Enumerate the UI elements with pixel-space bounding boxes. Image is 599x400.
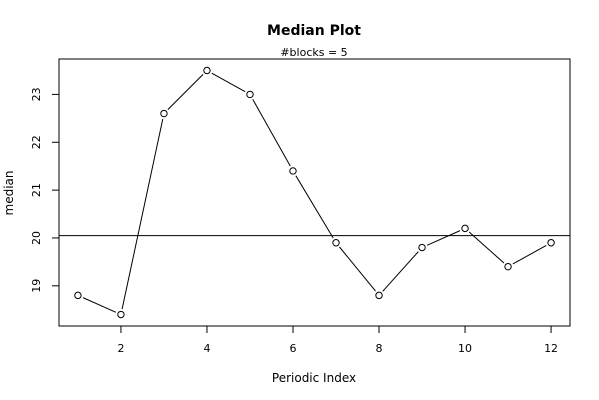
series-line-segment	[252, 98, 291, 167]
data-point	[160, 109, 168, 118]
series-line-segment	[468, 231, 505, 264]
series-line-segment	[167, 74, 204, 111]
series-line-segment	[121, 118, 164, 310]
series-line-segment	[426, 230, 461, 246]
series-layer	[74, 66, 555, 319]
series-line-segment	[211, 72, 246, 93]
data-point	[246, 90, 254, 99]
plot-area-frame	[58, 58, 571, 327]
x-tick-label: 10	[458, 342, 472, 355]
data-point	[289, 167, 297, 175]
y-tick-label: 21	[30, 183, 43, 197]
x-tick-label: 8	[376, 342, 383, 355]
chart-title: Median Plot	[267, 23, 361, 39]
data-point	[375, 291, 383, 300]
data-point	[203, 66, 211, 75]
data-point	[117, 310, 125, 319]
y-tick-label: 23	[30, 87, 43, 101]
y-axis-label: median	[2, 171, 16, 216]
data-point	[74, 291, 82, 300]
chart-subtitle: #blocks = 5	[280, 46, 347, 59]
y-tick-label: 19	[30, 279, 43, 293]
series-line-segment	[339, 246, 376, 292]
x-axis: 2 4 6 8 10 12	[117, 325, 558, 355]
series-line-segment	[295, 175, 334, 239]
y-axis: 19 20 21 22 23	[30, 87, 60, 293]
y-tick-label: 20	[30, 231, 43, 245]
x-axis-label: Periodic Index	[272, 371, 356, 385]
series-line-segment	[82, 297, 117, 313]
data-point	[461, 224, 469, 233]
series-line-segment	[512, 244, 547, 265]
data-point	[547, 239, 555, 247]
y-tick-label: 22	[30, 135, 43, 149]
series-line-segment	[382, 251, 419, 292]
data-point	[418, 243, 426, 252]
x-tick-label: 2	[117, 342, 124, 355]
data-point	[504, 262, 512, 271]
data-point	[332, 239, 340, 247]
x-tick-label: 4	[203, 342, 210, 355]
x-tick-label: 12	[544, 342, 558, 355]
x-tick-label: 6	[289, 342, 296, 355]
